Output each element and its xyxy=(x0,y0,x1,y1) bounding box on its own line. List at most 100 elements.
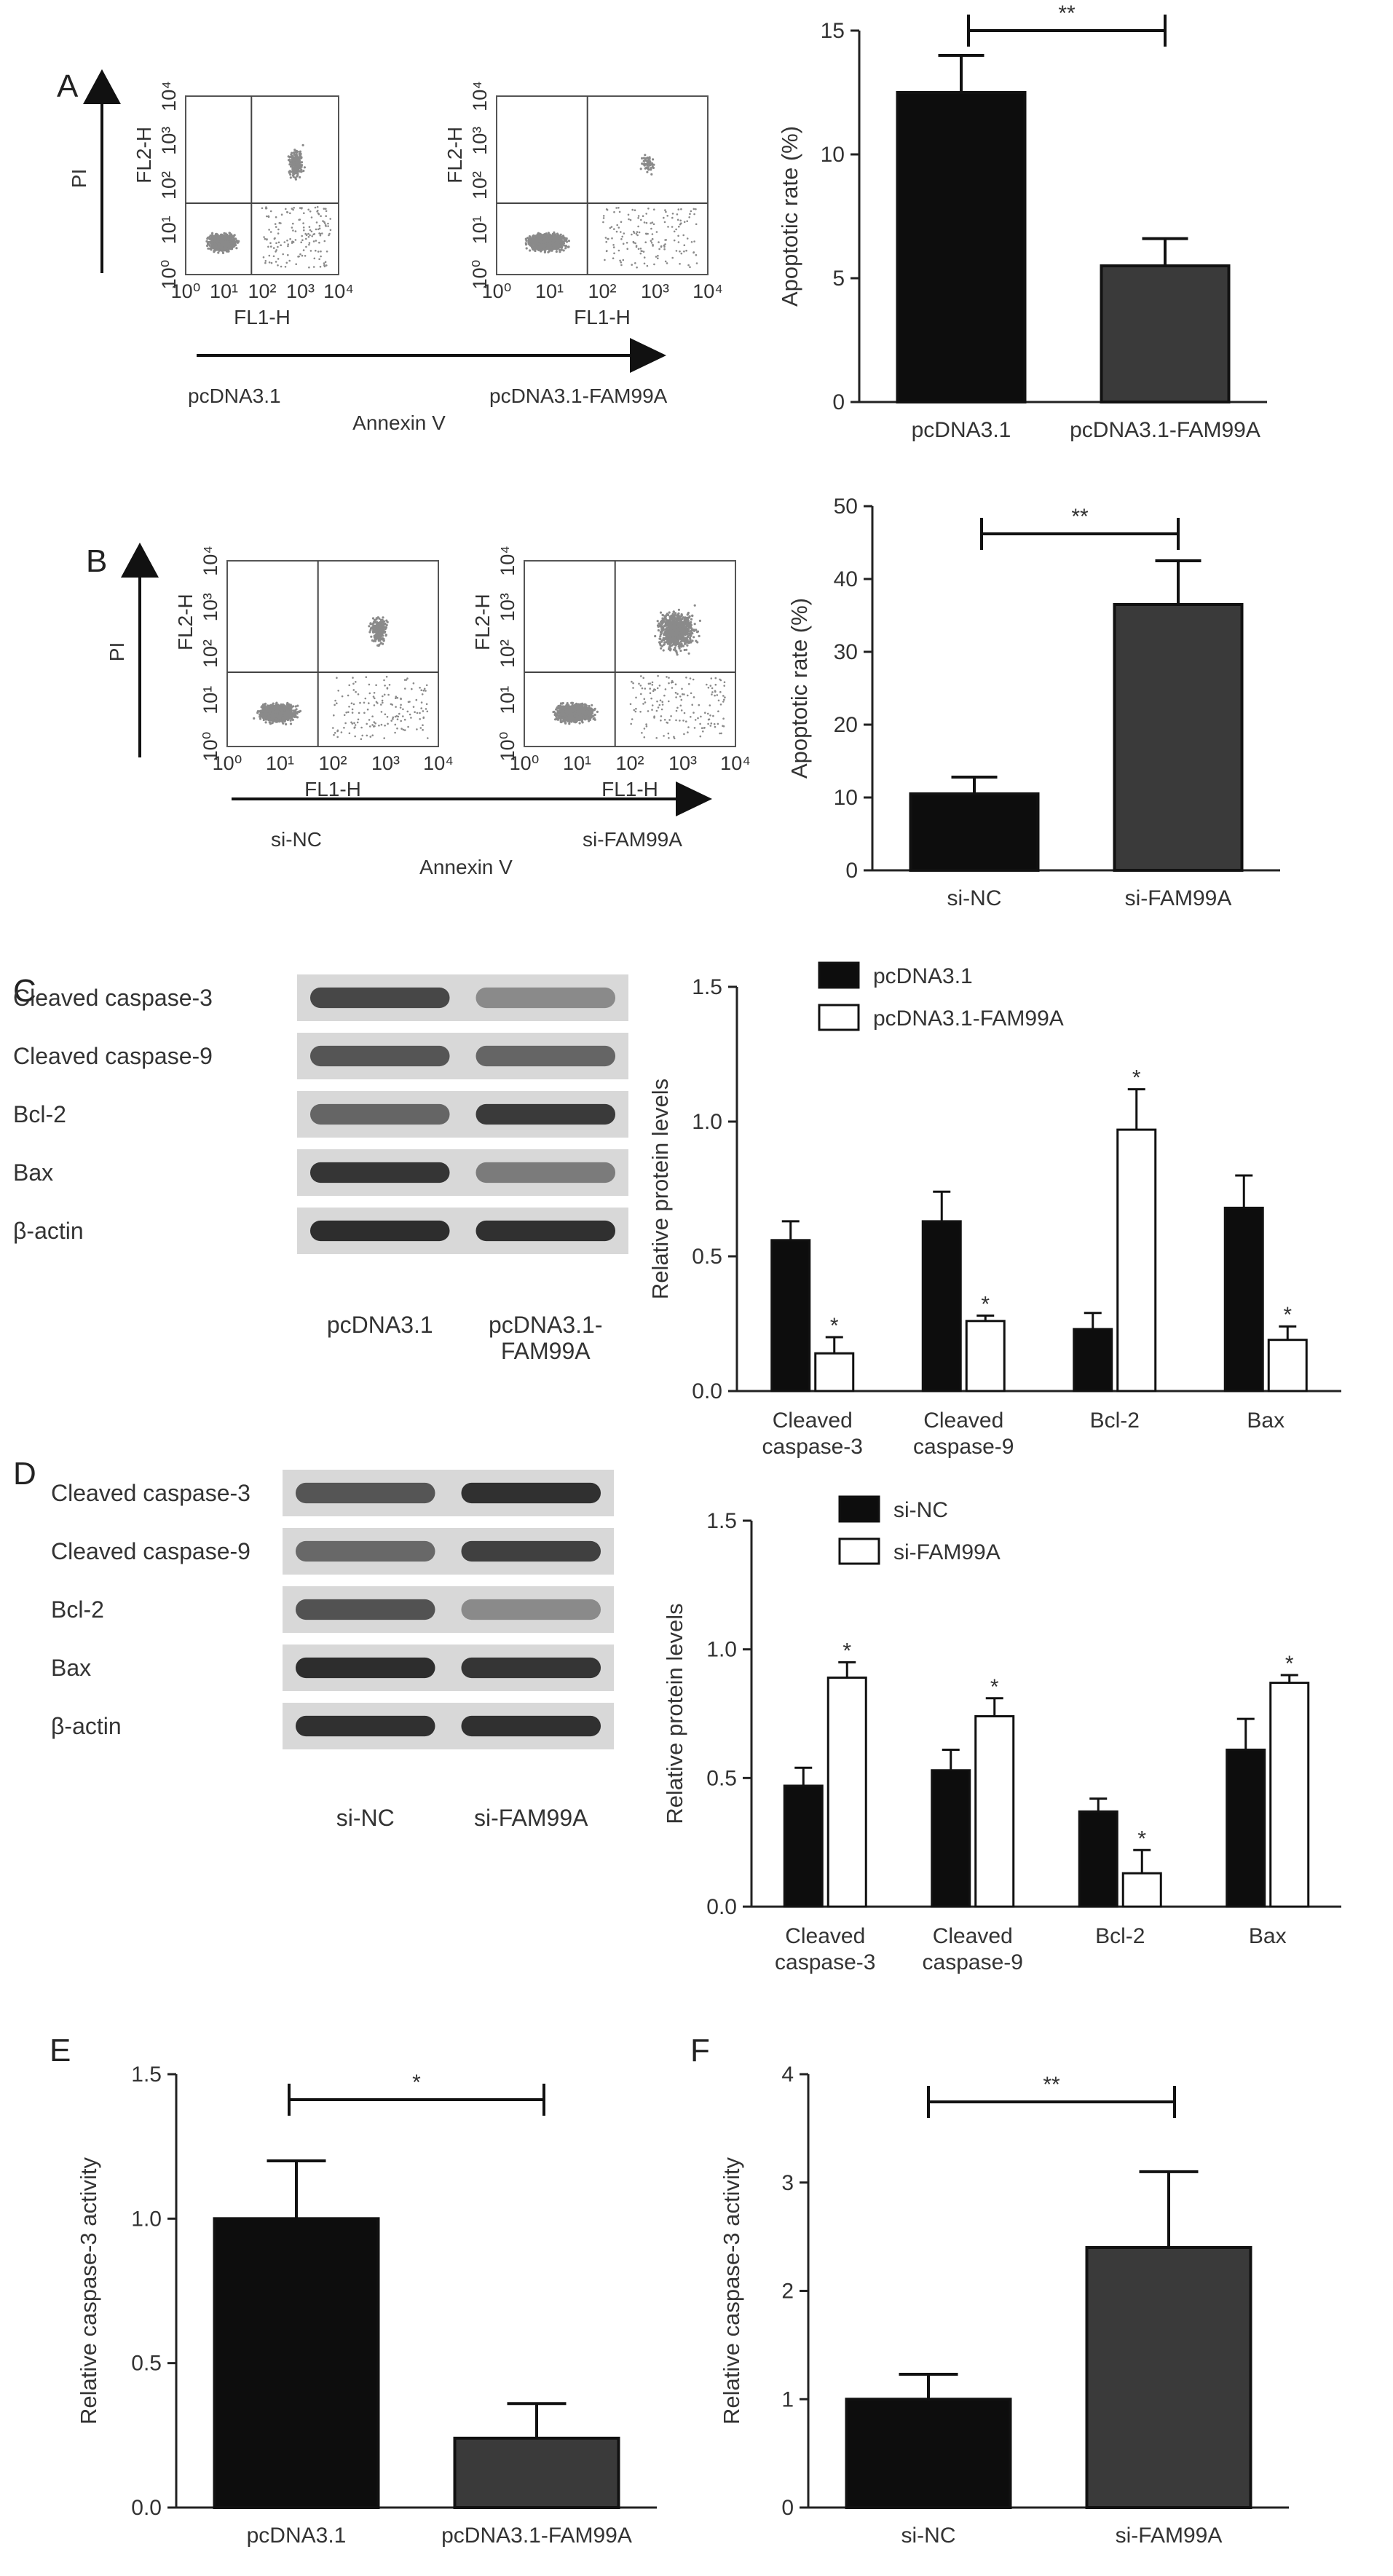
event-dot xyxy=(209,234,212,237)
event-dot xyxy=(264,709,267,712)
event-dot xyxy=(658,248,660,251)
dot-plot-x-tick: 10² xyxy=(588,280,616,302)
event-dot xyxy=(280,244,283,247)
event-dot xyxy=(268,721,271,724)
event-dot xyxy=(529,249,532,252)
event-dot xyxy=(292,222,294,225)
event-dot xyxy=(609,227,612,229)
event-dot xyxy=(543,247,546,251)
event-dot xyxy=(653,263,655,266)
event-dot xyxy=(301,239,304,242)
event-dot xyxy=(266,215,268,218)
event-dot xyxy=(536,247,539,250)
event-dot xyxy=(288,259,291,262)
event-dot xyxy=(545,237,548,240)
event-dot xyxy=(382,616,384,619)
event-dot xyxy=(277,232,280,235)
event-dot xyxy=(657,257,659,260)
event-dot xyxy=(690,241,693,243)
event-dot xyxy=(292,159,295,162)
event-dot xyxy=(328,232,331,235)
event-dot xyxy=(524,242,527,245)
event-dot xyxy=(277,258,280,260)
event-dot xyxy=(216,248,218,251)
event-dot xyxy=(262,718,265,722)
event-dot xyxy=(643,262,646,265)
event-dot xyxy=(319,266,322,268)
event-dot xyxy=(301,235,304,237)
event-dot xyxy=(284,707,287,710)
event-dot xyxy=(525,247,528,250)
event-dot xyxy=(270,261,273,264)
event-dot xyxy=(308,242,311,244)
event-dot xyxy=(299,253,301,256)
event-dot xyxy=(272,706,275,710)
event-dot xyxy=(268,229,270,231)
event-dot xyxy=(673,239,676,242)
event-dot xyxy=(675,250,678,252)
event-dot xyxy=(634,209,636,212)
event-dot xyxy=(695,253,698,256)
event-dot xyxy=(269,210,272,213)
event-dot xyxy=(280,265,283,268)
event-dot xyxy=(666,262,668,264)
event-dot xyxy=(216,233,218,236)
dot-plot-x-tick: 10⁴ xyxy=(692,280,723,302)
event-dot xyxy=(265,207,268,210)
event-dot xyxy=(663,221,666,224)
event-dot xyxy=(289,161,292,164)
event-dot xyxy=(272,255,275,258)
event-dot xyxy=(693,213,695,216)
event-dot xyxy=(636,234,639,237)
event-dot xyxy=(277,264,279,267)
event-dot xyxy=(386,621,389,623)
event-dot xyxy=(218,238,221,241)
event-dot xyxy=(296,154,299,157)
panel-letter-F: F xyxy=(690,2033,710,2068)
event-dot xyxy=(617,227,620,229)
event-dot xyxy=(560,242,563,245)
event-dot xyxy=(269,242,272,245)
event-dot xyxy=(294,709,297,712)
event-dot xyxy=(524,237,527,240)
dot-plot-events xyxy=(524,154,698,269)
panel-letter-D: D xyxy=(13,1456,36,1492)
event-dot xyxy=(562,249,565,252)
event-dot xyxy=(612,257,615,260)
event-dot xyxy=(261,207,264,210)
event-dot xyxy=(307,236,310,238)
event-dot xyxy=(300,168,303,171)
event-dot xyxy=(318,232,320,235)
event-dot xyxy=(657,254,659,257)
event-dot xyxy=(539,245,542,248)
event-dot xyxy=(208,237,211,240)
event-dot xyxy=(230,241,233,244)
event-dot xyxy=(295,172,298,175)
event-dot xyxy=(308,243,310,246)
event-dot xyxy=(642,163,645,166)
event-dot xyxy=(296,704,299,707)
event-dot xyxy=(259,715,261,718)
event-dot xyxy=(633,232,636,235)
event-dot xyxy=(230,245,233,249)
dot-plot-events xyxy=(205,143,332,269)
event-dot xyxy=(652,166,655,170)
event-dot xyxy=(555,248,559,251)
event-dot xyxy=(565,245,568,248)
event-dot xyxy=(229,236,232,239)
event-dot xyxy=(641,157,644,159)
event-dot xyxy=(325,215,328,218)
event-dot xyxy=(299,150,301,153)
event-dot xyxy=(287,159,291,162)
panel-letter-E: E xyxy=(50,2033,71,2068)
event-dot xyxy=(644,162,647,166)
event-dot xyxy=(677,241,680,243)
event-dot xyxy=(612,244,615,246)
event-dot xyxy=(317,213,320,216)
event-dot xyxy=(677,208,680,210)
event-dot xyxy=(316,205,319,208)
event-dot xyxy=(294,176,297,179)
event-dot xyxy=(228,232,231,235)
event-dot xyxy=(277,716,280,719)
event-dot xyxy=(295,263,298,266)
